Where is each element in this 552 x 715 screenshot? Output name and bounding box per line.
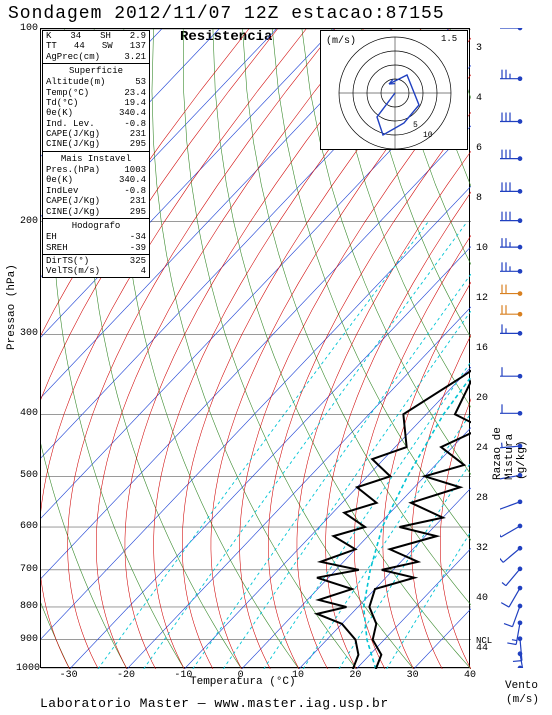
- wind-label: Vento: [505, 680, 538, 692]
- svg-text:10: 10: [423, 131, 433, 140]
- x-tick: 0: [226, 670, 256, 681]
- svg-text:1.5: 1.5: [441, 34, 457, 44]
- r-axis-label: Razao de Mistura (g/kg): [492, 420, 528, 480]
- r-tick: 3: [476, 43, 482, 54]
- r-tick: 4: [476, 93, 482, 104]
- wind-barbs: [500, 28, 550, 668]
- y-tick: 900: [16, 634, 38, 645]
- y-tick: 500: [16, 470, 38, 481]
- svg-text:5: 5: [413, 121, 418, 130]
- x-tick: 10: [283, 670, 313, 681]
- r-tick: 12: [476, 293, 488, 304]
- r-tick: 44: [476, 643, 488, 654]
- r-tick: 10: [476, 243, 488, 254]
- r-tick: 28: [476, 493, 488, 504]
- y-tick: 800: [16, 601, 38, 612]
- info-box: K34SH2.9TT44SW137AgPrec(cm)3.21Superfici…: [42, 30, 150, 278]
- y-tick: 700: [16, 564, 38, 575]
- page-title: Sondagem 2012/11/07 12Z estacao:87155: [8, 4, 445, 24]
- r-tick: 6: [476, 143, 482, 154]
- x-tick: -10: [168, 670, 198, 681]
- y-tick: 200: [16, 216, 38, 227]
- y-tick: 300: [16, 328, 38, 339]
- r-tick: 40: [476, 593, 488, 604]
- x-tick: -30: [54, 670, 84, 681]
- wind-unit: (m/s): [506, 694, 539, 706]
- footer: Laboratorio Master — www.master.iag.usp.…: [40, 696, 389, 711]
- y-tick: 100: [16, 23, 38, 34]
- y-tick: 1000: [16, 663, 38, 674]
- x-tick: 40: [455, 670, 485, 681]
- r-tick: 16: [476, 343, 488, 354]
- x-tick: 30: [398, 670, 428, 681]
- y-tick: 400: [16, 408, 38, 419]
- x-tick: 20: [340, 670, 370, 681]
- x-tick: -20: [111, 670, 141, 681]
- hodograph-svg: (m/s) 1.5 5 10: [321, 31, 469, 151]
- r-tick: 20: [476, 393, 488, 404]
- hodograph: (m/s) 1.5 5 10: [320, 30, 468, 150]
- y-tick: 600: [16, 521, 38, 532]
- r-tick: 8: [476, 193, 482, 204]
- r-tick: 24: [476, 443, 488, 454]
- r-tick: 32: [476, 543, 488, 554]
- svg-text:(m/s): (m/s): [326, 35, 356, 47]
